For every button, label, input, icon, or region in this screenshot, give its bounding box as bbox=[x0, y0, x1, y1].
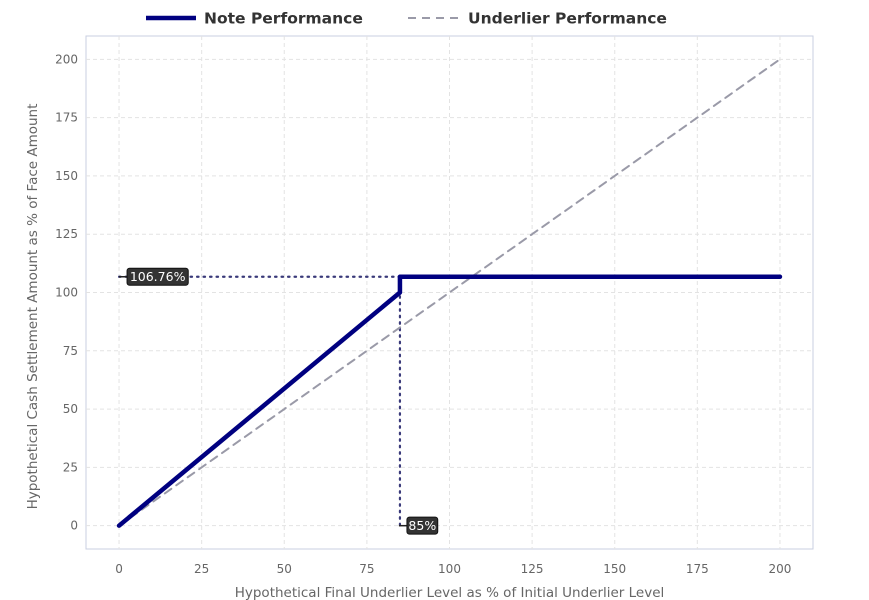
underlier-performance-line bbox=[118, 58, 781, 527]
x-tick-label: 125 bbox=[521, 562, 544, 576]
y-axis-title: Hypothetical Cash Settlement Amount as %… bbox=[25, 104, 41, 510]
y-tick-label: 75 bbox=[63, 344, 78, 358]
callout-label: 106.76% bbox=[130, 269, 186, 284]
callout-y-value: 106.76% bbox=[119, 267, 189, 286]
series-lines bbox=[116, 58, 783, 528]
x-tick-label: 175 bbox=[686, 562, 709, 576]
legend-label: Underlier Performance bbox=[468, 10, 667, 28]
y-tick-label: 200 bbox=[55, 52, 78, 66]
x-tick-label: 0 bbox=[115, 562, 123, 576]
y-tick-label: 150 bbox=[55, 169, 78, 183]
y-tick-label: 25 bbox=[63, 460, 78, 474]
x-axis-ticks: 0 25 50 75 100 125 150 175 200 bbox=[115, 562, 791, 576]
callout-x-value: 85% bbox=[398, 516, 439, 535]
legend-item-underlier: Underlier Performance bbox=[408, 10, 667, 28]
note-performance-line bbox=[116, 274, 783, 528]
annotation-callouts: 106.76% 85% bbox=[119, 267, 439, 535]
y-tick-label: 125 bbox=[55, 227, 78, 241]
y-axis-ticks: 0 25 50 75 100 125 150 175 200 bbox=[55, 52, 78, 532]
callout-box bbox=[126, 267, 189, 286]
callout-box bbox=[406, 516, 439, 535]
y-tick-label: 0 bbox=[70, 519, 78, 533]
callout-label: 85% bbox=[408, 518, 436, 533]
legend: Note Performance Underlier Performance bbox=[146, 10, 667, 28]
y-tick-label: 50 bbox=[63, 402, 78, 416]
x-axis-title: Hypothetical Final Underlier Level as % … bbox=[235, 585, 665, 600]
legend-item-note: Note Performance bbox=[146, 10, 363, 28]
y-tick-label: 175 bbox=[55, 111, 78, 125]
x-tick-label: 75 bbox=[359, 562, 374, 576]
x-tick-label: 150 bbox=[603, 562, 626, 576]
x-tick-label: 200 bbox=[769, 562, 792, 576]
gridlines bbox=[86, 36, 813, 549]
x-tick-label: 50 bbox=[277, 562, 292, 576]
y-tick-label: 100 bbox=[55, 286, 78, 300]
legend-label: Note Performance bbox=[204, 10, 363, 28]
x-tick-label: 100 bbox=[438, 562, 461, 576]
x-tick-label: 25 bbox=[194, 562, 209, 576]
